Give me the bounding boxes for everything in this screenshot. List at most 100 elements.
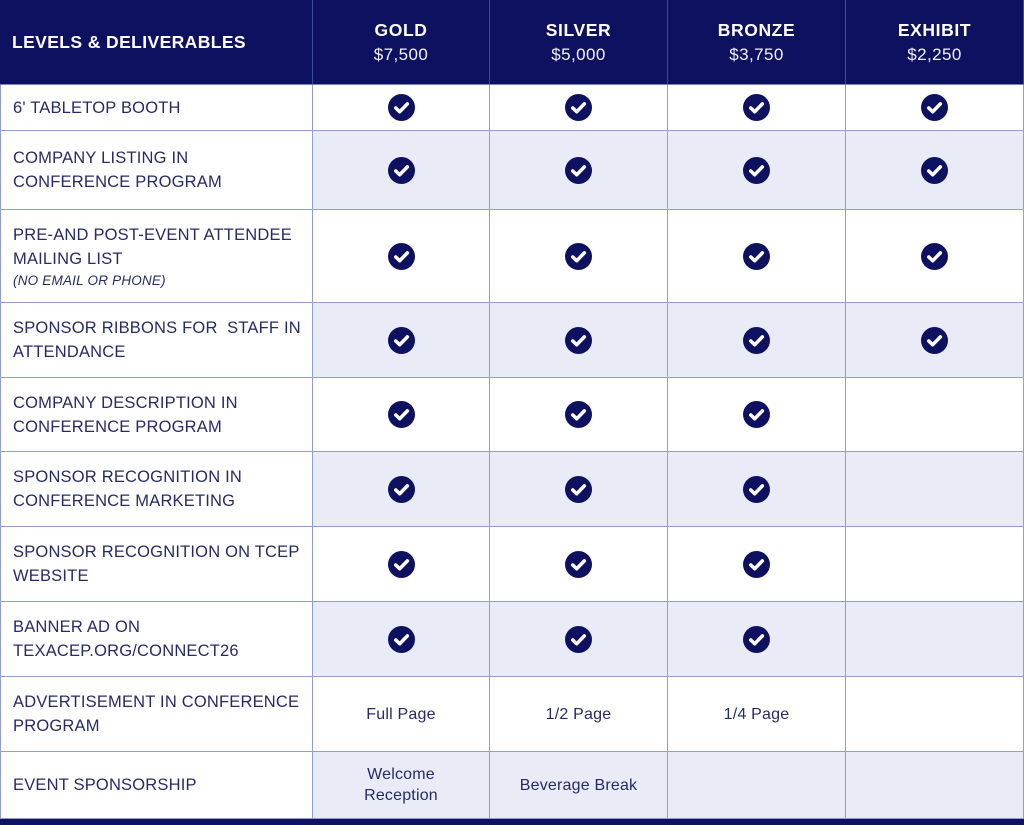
check-circle-icon (921, 326, 948, 354)
row-label: EVENT SPONSORSHIP (0, 752, 313, 819)
tier-price: $3,750 (729, 44, 784, 64)
tier-cell (490, 527, 668, 602)
row-label-text: EVENT SPONSORSHIP (13, 776, 197, 794)
row-label-text: SPONSOR RECOGNITION ON TCEP (13, 543, 300, 561)
tier-cell (668, 602, 846, 677)
row-label: SPONSOR RECOGNITION IN CONFERENCE MARKETI… (0, 452, 313, 527)
tier-cell (313, 85, 490, 131)
row-label-text: WEBSITE (13, 567, 89, 585)
check-circle-icon (565, 94, 592, 121)
row-label-text: PRE-AND POST-EVENT ATTENDEE (13, 225, 292, 244)
check-circle-icon (743, 475, 770, 503)
tier-cell (490, 602, 668, 677)
row-label: ADVERTISEMENT IN CONFERENCE PROGRAM (0, 677, 313, 752)
tier-cell: Beverage Break (490, 752, 668, 819)
tier-cell (846, 210, 1024, 303)
tier-price: $7,500 (373, 44, 429, 64)
tier-cell (668, 210, 846, 303)
check-circle-icon (743, 550, 770, 578)
tier-cell (668, 752, 846, 819)
row-label-text: ADVERTISEMENT IN CONFERENCE (13, 693, 300, 711)
tier-cell: 1/4 Page (668, 677, 846, 752)
row-label-text: SPONSOR RECOGNITION IN (13, 468, 243, 486)
check-circle-icon (743, 242, 770, 270)
tier-cell (668, 85, 846, 131)
row-label-text: PROGRAM (13, 717, 100, 735)
row-label-text: TEXACEP.ORG/CONNECT26 (13, 642, 239, 660)
cell-text: Beverage Break (519, 776, 638, 794)
tier-cell (490, 210, 668, 303)
row-label-text: BANNER AD ON (13, 618, 141, 636)
tier-cell: Full Page (313, 677, 490, 752)
tier-cell: 1/2 Page (490, 677, 668, 752)
header-label-text: LEVELS & DELIVERABLES (12, 31, 246, 52)
row-label-text: 6' TABLETOP BOOTH (13, 98, 181, 117)
tier-cell (846, 752, 1024, 819)
cell-text: Welcome Reception (364, 766, 438, 804)
check-circle-icon (565, 625, 592, 653)
check-circle-icon (387, 326, 415, 354)
row-label-text: SPONSOR RIBBONS FOR STAFF IN (13, 319, 301, 337)
bottom-accent-bar (0, 819, 1024, 825)
header-tier-bronze: BRONZE $3,750 (668, 0, 846, 85)
tier-cell (313, 527, 490, 602)
check-circle-icon (387, 625, 415, 653)
tier-cell (668, 378, 846, 452)
tier-cell (313, 210, 490, 303)
check-circle-icon (565, 550, 592, 578)
tier-cell (490, 131, 668, 210)
check-circle-icon (565, 401, 592, 428)
row-label: COMPANY LISTING IN CONFERENCE PROGRAM (0, 131, 313, 210)
tier-cell (846, 452, 1024, 527)
tier-name: EXHIBIT (897, 19, 972, 40)
tier-name: GOLD (374, 19, 428, 40)
cell-text: 1/2 Page (545, 705, 612, 723)
row-label-text: COMPANY DESCRIPTION IN (13, 393, 238, 412)
tier-cell (846, 527, 1024, 602)
row-label: PRE-AND POST-EVENT ATTENDEE MAILING LIST (… (0, 210, 313, 303)
check-circle-icon (387, 156, 415, 184)
header-tier-exhibit: EXHIBIT $2,250 (846, 0, 1024, 85)
tier-cell: Welcome Reception (313, 752, 490, 819)
tier-cell (490, 303, 668, 378)
check-circle-icon (565, 326, 592, 354)
check-circle-icon (921, 156, 948, 184)
tier-cell (668, 527, 846, 602)
tier-cell (846, 677, 1024, 752)
check-circle-icon (743, 625, 770, 653)
row-label-text: MAILING LIST (13, 249, 123, 268)
check-circle-icon (387, 242, 415, 270)
check-circle-icon (743, 94, 770, 121)
tier-cell (490, 452, 668, 527)
tier-cell (313, 378, 490, 452)
row-label-note: (NO EMAIL OR PHONE) (13, 272, 166, 288)
tier-cell (668, 452, 846, 527)
check-circle-icon (565, 242, 592, 270)
tier-cell (846, 303, 1024, 378)
tier-cell (313, 303, 490, 378)
tier-cell (846, 131, 1024, 210)
tier-cell (668, 131, 846, 210)
tier-cell (313, 602, 490, 677)
row-label-text: ATTENDANCE (13, 343, 126, 361)
tier-name: SILVER (545, 19, 612, 40)
tier-cell (846, 378, 1024, 452)
check-circle-icon (387, 401, 415, 428)
row-label: SPONSOR RECOGNITION ON TCEP WEBSITE (0, 527, 313, 602)
check-circle-icon (565, 475, 592, 503)
header-tier-gold: GOLD $7,500 (313, 0, 490, 85)
tier-cell (313, 452, 490, 527)
row-label: COMPANY DESCRIPTION IN CONFERENCE PROGRAM (0, 378, 313, 452)
row-label-text: CONFERENCE MARKETING (13, 492, 236, 510)
check-circle-icon (387, 475, 415, 503)
check-circle-icon (743, 156, 770, 184)
tier-cell (490, 378, 668, 452)
tier-price: $2,250 (907, 44, 962, 64)
tier-name: BRONZE (717, 19, 796, 40)
check-circle-icon (743, 401, 770, 428)
header-levels-deliverables: LEVELS & DELIVERABLES (0, 0, 313, 85)
tier-cell (846, 85, 1024, 131)
row-label-text: COMPANY LISTING IN (13, 149, 189, 167)
